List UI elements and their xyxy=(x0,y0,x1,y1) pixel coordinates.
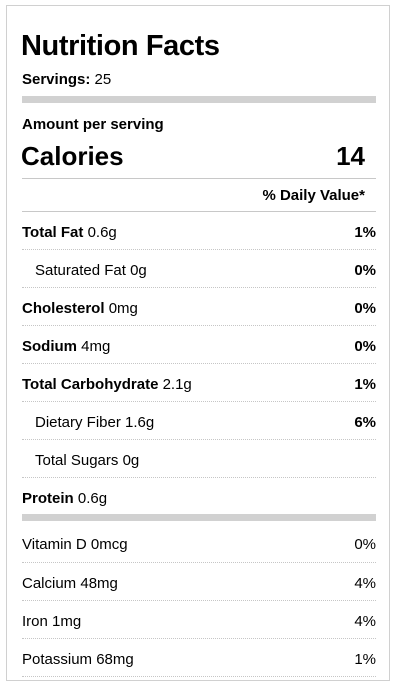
nutrient-row-total-sugars: Total Sugars 0g xyxy=(22,439,376,477)
divider xyxy=(22,676,376,677)
daily-value-header: % Daily Value* xyxy=(262,187,365,204)
calories-label: Calories xyxy=(21,141,124,171)
vitamin-amount: 68mg xyxy=(96,651,134,668)
nutrient-name: Cholesterol xyxy=(22,300,105,317)
servings-line: Servings: 25 xyxy=(22,71,111,88)
nutrient-dv: 6% xyxy=(354,414,376,431)
thick-divider xyxy=(22,514,376,521)
nutrient-name: Protein xyxy=(22,490,74,507)
nutrient-amount: 4mg xyxy=(81,338,111,355)
nutrient-amount: 0.6g xyxy=(87,224,117,241)
vitamin-amount: 48mg xyxy=(80,575,118,592)
nutrition-facts-label: Nutrition Facts Servings: 25 Amount per … xyxy=(6,5,390,681)
calories-value: 14 xyxy=(336,141,365,171)
nutrient-dv: 0% xyxy=(354,262,376,279)
vitamin-amount: 1mg xyxy=(52,613,82,630)
vitamin-row-potassium: Potassium 68mg 1% xyxy=(22,638,376,676)
nutrient-row-dietary-fiber: Dietary Fiber 1.6g 6% xyxy=(22,401,376,439)
nutrient-row-total-carbohydrate: Total Carbohydrate 2.1g 1% xyxy=(22,363,376,401)
nutrient-dv: 1% xyxy=(354,376,376,393)
nutrient-dv: 1% xyxy=(354,224,376,241)
nutrient-name: Total Carbohydrate xyxy=(22,376,159,393)
nutrient-row-sodium: Sodium 4mg 0% xyxy=(22,325,376,363)
nutrient-amount: 0g xyxy=(122,452,140,469)
thick-divider xyxy=(22,96,376,103)
servings-label: Servings: xyxy=(22,71,91,88)
nutrient-name: Sodium xyxy=(22,338,77,355)
vitamin-dv: 4% xyxy=(354,575,376,592)
vitamin-dv: 1% xyxy=(354,651,376,668)
nutrient-amount: 0.6g xyxy=(77,490,108,507)
vitamin-dv: 0% xyxy=(354,536,376,553)
nutrient-row-saturated-fat: Saturated Fat 0g 0% xyxy=(22,249,376,287)
nutrient-amount: 0g xyxy=(130,262,147,279)
nutrient-row-total-fat: Total Fat 0.6g 1% xyxy=(22,211,376,249)
vitamin-row-calcium: Calcium 48mg 4% xyxy=(22,562,376,600)
divider xyxy=(22,178,376,179)
amount-per-serving: Amount per serving xyxy=(22,116,164,133)
nutrient-name: Saturated Fat xyxy=(35,262,126,279)
nutrient-name: Dietary Fiber xyxy=(35,414,121,431)
vitamin-row-vitamin-d: Vitamin D 0mcg 0% xyxy=(22,524,376,562)
vitamin-name: Vitamin D xyxy=(22,536,87,553)
vitamin-name: Potassium xyxy=(22,651,93,668)
nutrient-dv: 0% xyxy=(354,300,376,317)
servings-value: 25 xyxy=(94,71,112,88)
vitamin-row-iron: Iron 1mg 4% xyxy=(22,600,376,638)
label-title: Nutrition Facts xyxy=(21,30,220,62)
nutrient-amount: 0mg xyxy=(108,300,138,317)
nutrient-amount: 1.6g xyxy=(125,414,155,431)
vitamin-name: Calcium xyxy=(22,575,77,592)
vitamin-name: Iron xyxy=(22,613,48,630)
nutrient-row-cholesterol: Cholesterol 0mg 0% xyxy=(22,287,376,325)
nutrient-dv: 0% xyxy=(354,338,376,355)
vitamin-amount: 0mcg xyxy=(90,536,128,553)
nutrient-row-protein: Protein 0.6g xyxy=(22,477,376,515)
vitamin-dv: 4% xyxy=(354,613,376,630)
nutrient-name: Total Sugars xyxy=(35,452,119,469)
nutrient-name: Total Fat xyxy=(22,224,84,241)
nutrient-amount: 2.1g xyxy=(162,376,192,393)
